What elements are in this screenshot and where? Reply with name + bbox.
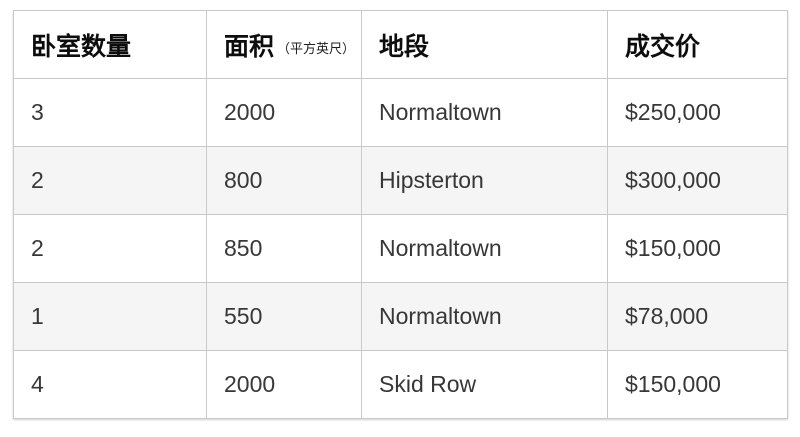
cell-area: 800 [206, 146, 362, 215]
cell-location: Normaltown [361, 78, 608, 147]
column-header-price-label: 成交价 [625, 32, 701, 61]
house-sales-table: 卧室数量 面积 （平方英尺） 地段 成交价 3 2000 Normaltown $… [13, 10, 788, 419]
header-row: 卧室数量 面积 （平方英尺） 地段 成交价 [13, 10, 788, 79]
cell-price: $78,000 [607, 282, 788, 351]
cell-area: 2000 [206, 350, 362, 419]
cell-location: Hipsterton [361, 146, 608, 215]
cell-price: $250,000 [607, 78, 788, 147]
cell-location: Normaltown [361, 214, 608, 283]
cell-area: 850 [206, 214, 362, 283]
cell-bedrooms: 3 [13, 78, 207, 147]
table-row: 3 2000 Normaltown $250,000 [13, 78, 788, 147]
cell-location: Skid Row [361, 350, 608, 419]
cell-bedrooms: 2 [13, 214, 207, 283]
cell-bedrooms: 4 [13, 350, 207, 419]
table-row: 4 2000 Skid Row $150,000 [13, 350, 788, 419]
column-header-location-label: 地段 [379, 32, 430, 61]
cell-price: $150,000 [607, 350, 788, 419]
column-header-bedrooms: 卧室数量 [13, 10, 207, 79]
cell-bedrooms: 2 [13, 146, 207, 215]
column-header-area: 面积 （平方英尺） [206, 10, 362, 79]
cell-area: 550 [206, 282, 362, 351]
cell-bedrooms: 1 [13, 282, 207, 351]
table-row: 1 550 Normaltown $78,000 [13, 282, 788, 351]
column-header-location: 地段 [361, 10, 608, 79]
table-row: 2 850 Normaltown $150,000 [13, 214, 788, 283]
column-header-bedrooms-label: 卧室数量 [31, 32, 132, 61]
table-row: 2 800 Hipsterton $300,000 [13, 146, 788, 215]
column-header-price: 成交价 [607, 10, 788, 79]
column-header-area-label: 面积 [224, 32, 275, 61]
cell-location: Normaltown [361, 282, 608, 351]
cell-price: $150,000 [607, 214, 788, 283]
column-header-area-unit-note: （平方英尺） [277, 40, 356, 56]
cell-area: 2000 [206, 78, 362, 147]
cell-price: $300,000 [607, 146, 788, 215]
house-sales-table-container: 卧室数量 面积 （平方英尺） 地段 成交价 3 2000 Normaltown $… [13, 10, 788, 419]
